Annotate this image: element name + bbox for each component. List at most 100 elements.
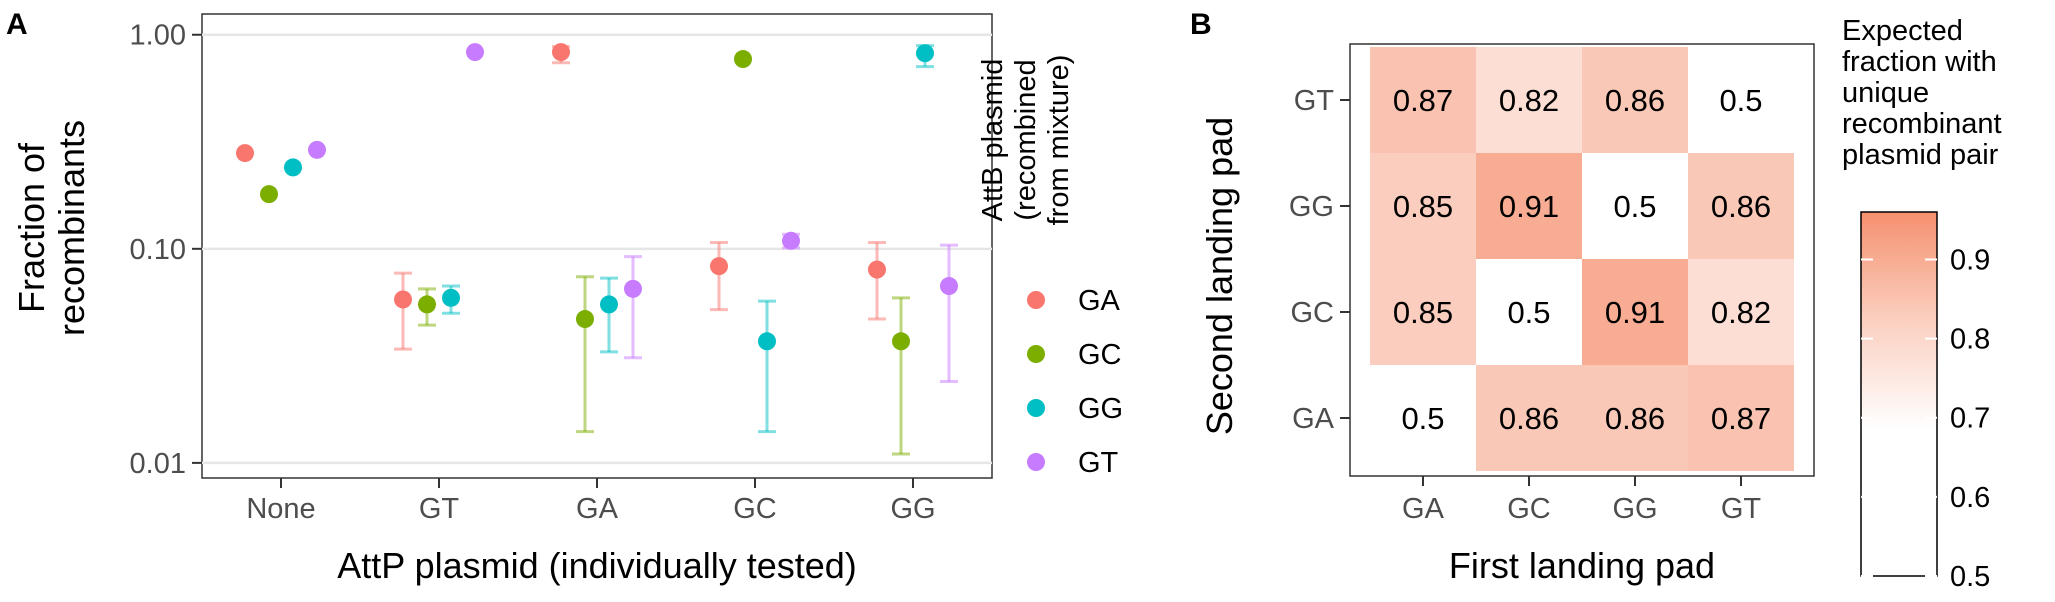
data-point-gt — [940, 277, 958, 296]
colorbar-tick-label: 0.7 — [1950, 403, 1990, 435]
legend-key-gc — [1027, 345, 1045, 363]
data-point-gt — [466, 43, 484, 62]
data-point-gt — [624, 279, 642, 298]
heatmap-cell-value: 0.5 — [1401, 401, 1444, 436]
colorbar-title: Expected fraction with unique recombinant pl… — [1842, 15, 2002, 171]
legend-key-ga — [1027, 291, 1045, 309]
heatmap-cell — [1370, 47, 1476, 153]
heatmap-cell — [1370, 365, 1476, 471]
heatmap-cell-value: 0.82 — [1499, 83, 1559, 118]
heatmap-cell — [1476, 365, 1582, 471]
error-bar — [710, 241, 728, 312]
heatmap-cell — [1582, 153, 1688, 259]
heatmap-cell — [1476, 47, 1582, 153]
error-bar — [892, 296, 910, 456]
colorbar-tick-label: 0.6 — [1950, 482, 1990, 514]
x-tick-label: GC — [1507, 493, 1551, 525]
panel-a-y-ticks: 0.01 0.10 1.00 — [130, 20, 202, 480]
panel-b-y-ticks: GA GC GG GT — [1289, 85, 1350, 435]
panel-a-gridlines — [202, 33, 992, 465]
data-point-gc — [260, 185, 278, 204]
data-point-gg — [758, 332, 776, 351]
heatmap-cell — [1688, 47, 1794, 153]
legend-title: AttB plasmid(recombinedfrom mixture) — [977, 55, 1075, 226]
data-point-gg — [600, 295, 618, 314]
heatmap-cell — [1582, 259, 1688, 365]
heatmap-cell — [1476, 153, 1582, 259]
x-tick-label: GG — [890, 493, 935, 525]
heatmap-cell-value: 0.86 — [1711, 189, 1771, 224]
heatmap-cells — [1370, 47, 1794, 471]
heatmap-cell — [1370, 153, 1476, 259]
heatmap-cell-value: 0.5 — [1507, 295, 1550, 330]
error-bar — [940, 243, 958, 383]
data-point-gg — [916, 44, 934, 63]
heatmap-cell-value: 0.91 — [1499, 189, 1559, 224]
error-bar — [576, 275, 594, 434]
colorbar-tick-label: 0.9 — [1950, 244, 1990, 276]
y-tick-label: 1.00 — [130, 20, 186, 52]
panel-a-x-ticks: None GT GA GC GG — [246, 478, 936, 525]
heatmap-cell-value: 0.91 — [1605, 295, 1665, 330]
y-tick-label: 0.10 — [130, 234, 186, 266]
panel-b-heatmap: 0.5 0.86 0.86 0.87 0.85 0.5 0.91 0.82 0.85 0.91 0.… — [1199, 15, 2002, 593]
heatmap-cell — [1688, 153, 1794, 259]
heatmap-cell-value: 0.5 — [1719, 83, 1762, 118]
heatmap-cell-value: 0.86 — [1605, 83, 1665, 118]
legend-label: GG — [1078, 393, 1123, 425]
data-point-ga — [710, 257, 728, 276]
data-point-ga — [868, 260, 886, 279]
colorbar-gradient — [1860, 211, 1938, 577]
data-point-ga — [236, 144, 254, 163]
panel-a-y-axis-title: Fraction ofrecombinants — [11, 120, 92, 336]
heatmap-cell-value: 0.86 — [1605, 401, 1665, 436]
panel-a-label: A — [6, 8, 28, 41]
legend-label: GT — [1078, 447, 1119, 479]
panel-b-x-ticks: GA GC GG GT — [1402, 476, 1761, 525]
heatmap-cell — [1688, 259, 1794, 365]
heatmap-cell-value: 0.87 — [1393, 83, 1453, 118]
colorbar: Expected fraction with unique recombinant pl… — [1842, 15, 2002, 593]
data-point-gg — [442, 288, 460, 307]
heatmap-cell — [1582, 47, 1688, 153]
error-bar — [868, 241, 886, 321]
heatmap-cell — [1370, 259, 1476, 365]
data-point-ga — [552, 43, 570, 62]
legend-key-gg — [1027, 399, 1045, 417]
heatmap-cell — [1476, 259, 1582, 365]
panel-a-points — [236, 43, 958, 351]
y-tick-label: GG — [1289, 191, 1334, 223]
error-bar — [758, 299, 776, 434]
panel-a-legend: AttB plasmid(recombinedfrom mixture) GA G… — [977, 55, 1123, 479]
y-tick-label: GC — [1291, 297, 1335, 329]
error-bar — [624, 255, 642, 360]
data-point-ga — [394, 290, 412, 309]
panel-a-plot-area — [201, 13, 993, 479]
data-point-gt — [308, 140, 326, 159]
heatmap-cell — [1688, 365, 1794, 471]
data-point-gg — [284, 158, 302, 177]
panel-a-error-bars — [394, 44, 958, 456]
legend-label: GC — [1078, 339, 1122, 371]
data-point-gc — [418, 295, 436, 314]
heatmap-cell-labels: 0.5 0.86 0.86 0.87 0.85 0.5 0.91 0.82 0.85 0.91 0.… — [1393, 83, 1771, 436]
panel-b-label: B — [1190, 8, 1212, 41]
colorbar-tick-label: 0.5 — [1950, 561, 1990, 593]
x-tick-label: GA — [1402, 493, 1445, 525]
panel-a-scatter: 0.01 0.10 1.00 None GT GA GC GG AttP plasmid (… — [11, 13, 1123, 586]
y-tick-label: GA — [1292, 403, 1335, 435]
y-tick-label: GT — [1294, 85, 1335, 117]
heatmap-cell-value: 0.5 — [1613, 189, 1656, 224]
x-tick-label: None — [246, 493, 315, 525]
heatmap-cell-value: 0.87 — [1711, 401, 1771, 436]
heatmap-cell-value: 0.82 — [1711, 295, 1771, 330]
heatmap-cell-value: 0.86 — [1499, 401, 1559, 436]
panel-b-x-axis-title: First landing pad — [1449, 545, 1715, 586]
panel-b-plot-area — [1349, 43, 1815, 477]
legend-key-gt — [1027, 453, 1045, 471]
data-point-gc — [734, 50, 752, 69]
heatmap-cell-value: 0.85 — [1393, 295, 1453, 330]
data-point-gc — [892, 332, 910, 351]
x-tick-label: GC — [733, 493, 777, 525]
